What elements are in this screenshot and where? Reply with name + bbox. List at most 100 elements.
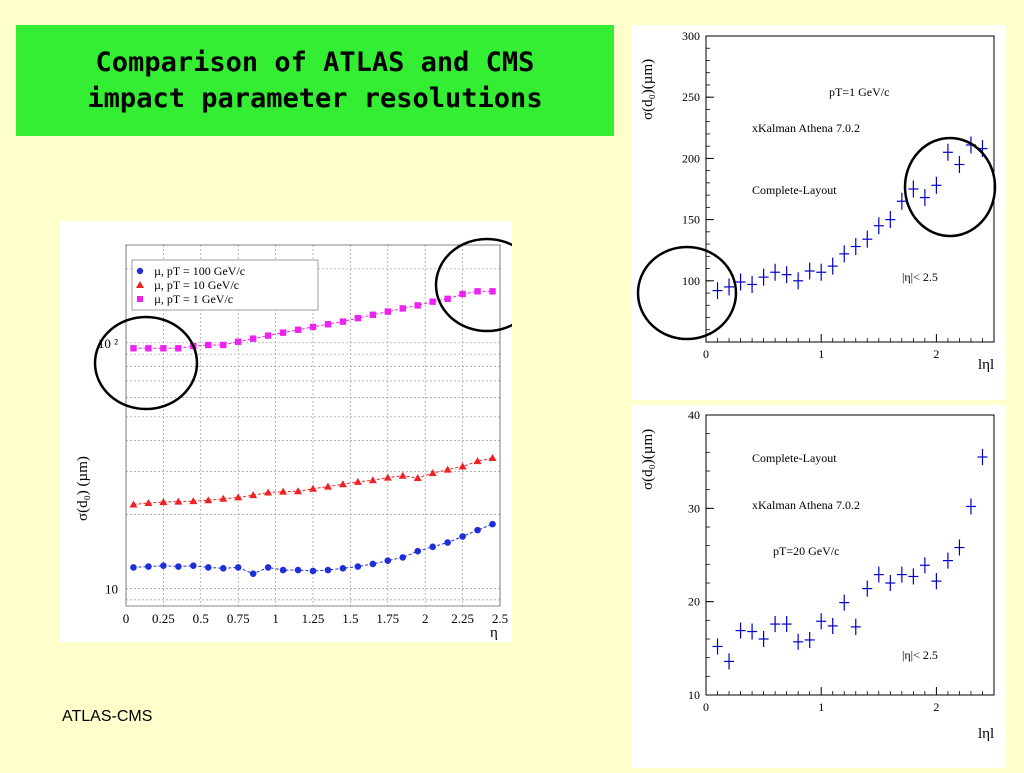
data-point xyxy=(174,497,183,505)
data-point xyxy=(459,290,466,298)
data-point xyxy=(428,469,437,477)
data-point xyxy=(204,564,212,571)
y-tick-label: 10 xyxy=(688,688,700,702)
x-tick-label: 0.75 xyxy=(227,611,250,626)
annotation-pt: pT=1 GeV/c xyxy=(829,85,889,99)
x-tick-label: 0.5 xyxy=(193,611,209,626)
data-point xyxy=(323,482,332,490)
x-tick-label: 1 xyxy=(818,700,824,714)
legend-marker-pt10 xyxy=(136,281,144,288)
highlight-circle-low-eta xyxy=(636,245,738,341)
data-point xyxy=(459,533,466,540)
data-point xyxy=(368,476,377,484)
legend-label-pt100: µ, pT = 100 GeV/c xyxy=(154,264,245,278)
annotation-layout: Complete-Layout xyxy=(752,183,837,197)
data-point xyxy=(398,471,407,479)
data-point xyxy=(324,566,332,574)
data-point xyxy=(264,564,272,571)
x-axis-label: lηl xyxy=(978,357,994,373)
highlight-circle-high-eta xyxy=(434,237,540,333)
y-tick-label: 100 xyxy=(682,274,700,288)
data-point xyxy=(338,480,347,488)
data-point xyxy=(324,321,332,328)
x-tick-label: 1.5 xyxy=(342,611,358,626)
atlas-pt20-chart: 0 1 2 10 20 30 40 σ(d₀)(µm) lηl Complete-Layou… xyxy=(640,408,995,742)
x-tick-label: 2.5 xyxy=(492,611,508,626)
data-point xyxy=(354,314,362,322)
data-point xyxy=(130,345,137,352)
data-point xyxy=(309,484,317,492)
x-axis-label: lηl xyxy=(978,726,994,742)
legend-marker-pt1 xyxy=(137,296,143,302)
legend-box xyxy=(131,259,319,311)
data-point xyxy=(264,488,273,496)
data-point xyxy=(474,288,481,295)
data-point xyxy=(204,496,213,504)
data-point xyxy=(369,560,377,568)
slide-title-line1: Comparison of ATLAS and CMS xyxy=(95,46,535,78)
x-tick-label: 1.75 xyxy=(376,611,399,626)
y-tick-label: 40 xyxy=(688,408,700,422)
y-tick-label: 10 xyxy=(105,582,118,597)
y-axis-label: σ(d₀)(µm) xyxy=(640,429,656,490)
plot-frame xyxy=(705,35,995,343)
data-point xyxy=(279,487,288,495)
legend-label-pt1: µ, pT = 1 GeV/c xyxy=(154,292,233,306)
data-point xyxy=(219,564,227,572)
x-tick-label: 2 xyxy=(422,611,429,626)
data-point xyxy=(339,318,347,325)
x-tick-label: 2 xyxy=(933,700,939,714)
data-point xyxy=(399,554,407,561)
plot-frame xyxy=(705,414,995,696)
data-point xyxy=(444,295,451,303)
data-point xyxy=(294,326,302,333)
data-point xyxy=(189,497,198,505)
data-point xyxy=(234,493,243,501)
footer-label: ATLAS-CMS xyxy=(62,708,153,725)
x-tick-label: 0 xyxy=(703,700,709,714)
x-tick-label: 1 xyxy=(818,347,824,361)
annotation-pt: pT=20 GeV/c xyxy=(773,544,839,558)
data-point xyxy=(294,566,302,574)
highlight-circle-low-eta xyxy=(93,315,199,411)
data-point xyxy=(249,570,257,578)
x-tick-label: 0 xyxy=(123,611,130,626)
data-point xyxy=(130,564,137,571)
data-point xyxy=(160,562,167,569)
annotation-eta-range: |η|< 2.5 xyxy=(902,648,938,662)
data-point xyxy=(145,345,152,352)
data-point xyxy=(159,498,168,506)
x-tick-label: 1 xyxy=(272,611,279,626)
data-point xyxy=(384,557,392,564)
data-point xyxy=(444,539,451,546)
data-point xyxy=(264,332,272,339)
data-point xyxy=(354,563,362,570)
data-point xyxy=(309,323,317,331)
data-point xyxy=(488,453,497,461)
data-point xyxy=(190,562,197,569)
data-point xyxy=(429,543,436,551)
data-point xyxy=(489,520,496,528)
data-point xyxy=(145,563,152,570)
data-point xyxy=(205,341,212,349)
data-point xyxy=(234,564,242,571)
x-tick-label: 1.25 xyxy=(302,611,325,626)
data-point xyxy=(309,567,317,575)
x-tick-label: 2 xyxy=(933,347,939,361)
data-point xyxy=(175,345,182,352)
slide-title-line2: impact parameter resolutions xyxy=(87,82,543,114)
y-tick-label: 20 xyxy=(688,595,700,609)
cms-plot-panel: 0 0.25 0.5 0.75 1 1.25 1.5 1.75 2 2.25 2.5 10 10 ² µ… xyxy=(60,221,540,642)
data-point xyxy=(220,341,227,349)
x-axis-label: η xyxy=(490,625,498,641)
data-point xyxy=(429,298,436,305)
data-point xyxy=(339,564,347,572)
annotation-eta-range: |η|< 2.5 xyxy=(902,270,938,284)
data-point xyxy=(144,499,153,507)
legend-marker-pt100 xyxy=(136,267,144,275)
x-tick-label: 0.25 xyxy=(152,611,175,626)
data-point xyxy=(458,462,467,470)
y-tick-label: 150 xyxy=(682,213,700,227)
legend: µ, pT = 100 GeV/c µ, pT = 10 GeV/c µ, pT… xyxy=(131,259,319,311)
